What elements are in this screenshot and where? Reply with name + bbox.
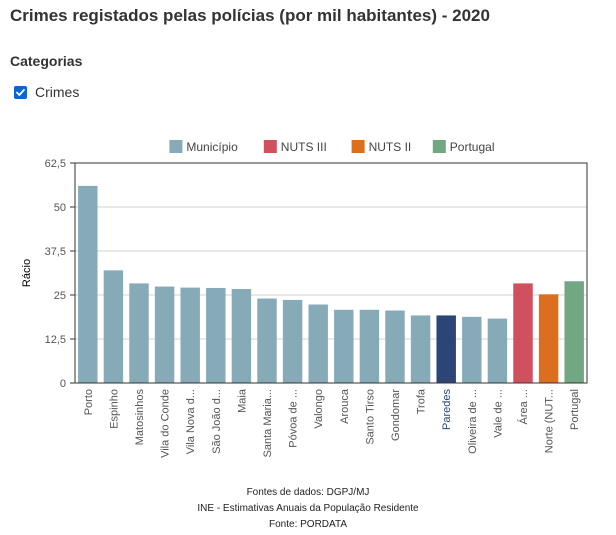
bar-9[interactable] <box>282 299 303 383</box>
bar-10[interactable] <box>308 304 328 383</box>
x-tick-label: Arouca <box>339 388 351 424</box>
legend-label[interactable]: Município <box>186 140 238 154</box>
y-tick-label: 0 <box>60 378 66 390</box>
legend-label[interactable]: NUTS II <box>369 140 412 154</box>
chart-title: Crimes registados pelas polícias (por mi… <box>10 6 490 25</box>
x-tick-label: Trofa <box>416 388 428 414</box>
x-axis-labels: Porto Espinho Matosinhos Vila do Conde Vila … <box>83 388 581 458</box>
footer-sources: Fontes de dados: DGPJ/MJ <box>246 487 370 498</box>
y-tick-label: 25 <box>54 290 66 302</box>
y-tick-label: 12,5 <box>45 334 66 346</box>
x-tick-label: Norte (NUT... <box>544 389 556 453</box>
chart-gridlines <box>75 206 587 340</box>
checkmark-icon <box>16 88 25 96</box>
bar-16[interactable] <box>462 316 482 383</box>
y-axis-title: Rácio <box>21 259 33 287</box>
x-tick-label: Paredes <box>441 389 453 430</box>
legend-swatch[interactable] <box>263 140 277 153</box>
x-tick-label: Oliveira de ... <box>467 389 479 454</box>
y-tick-label: 50 <box>54 202 66 214</box>
y-tick-label: 37,5 <box>45 246 66 258</box>
crimes-checkbox[interactable] <box>14 85 27 99</box>
y-axis-labels: 0 12,5 25 37,5 50 62,5 <box>45 158 75 390</box>
footer-pordata: Fonte: PORDATA <box>269 519 347 530</box>
x-tick-label: Área ... <box>517 389 530 424</box>
category-crimes-option[interactable]: Crimes <box>14 84 79 100</box>
bar-17[interactable] <box>487 318 508 383</box>
bar-15[interactable] <box>436 315 456 383</box>
categories-heading: Categorias <box>10 53 83 69</box>
x-tick-label: Maia <box>236 388 248 413</box>
x-tick-label: Valongo <box>313 389 325 429</box>
bar-14[interactable] <box>410 315 431 383</box>
legend-swatch[interactable] <box>351 140 365 153</box>
chart-legend: Município NUTS III NUTS II Portugal <box>169 140 495 154</box>
chart-bars <box>78 185 584 383</box>
bar-11[interactable] <box>334 309 354 383</box>
y-tick-label: 62,5 <box>45 158 66 170</box>
legend-swatch[interactable] <box>169 140 183 153</box>
bar-1[interactable] <box>78 185 98 383</box>
bar-3[interactable] <box>129 283 149 383</box>
legend-label[interactable]: Portugal <box>450 140 495 154</box>
legend-swatch[interactable] <box>432 140 446 153</box>
bar-chart: Município NUTS III NUTS II Portugal Porto Es… <box>21 140 588 458</box>
bar-5[interactable] <box>180 287 200 383</box>
bar-18[interactable] <box>513 283 533 383</box>
x-tick-label: Matosinhos <box>134 389 146 446</box>
footer-ine: INE - Estimativas Anuais da População Re… <box>197 503 419 514</box>
bar-12[interactable] <box>359 309 380 383</box>
plot-area-frame <box>74 162 588 384</box>
x-tick-label: Porto <box>83 389 95 415</box>
x-tick-label: Santo Tirso <box>364 389 376 445</box>
x-tick-label: Espinho <box>108 389 120 429</box>
bar-6[interactable] <box>206 287 226 383</box>
bar-2[interactable] <box>103 270 124 383</box>
bar-4[interactable] <box>154 286 175 383</box>
x-tick-label: Gondomar <box>390 389 402 441</box>
x-tick-label: Vila do Conde <box>160 389 172 458</box>
x-tick-label: Portugal <box>569 389 581 430</box>
bar-7[interactable] <box>231 289 252 383</box>
x-tick-label: Póvoa de ... <box>288 389 300 448</box>
legend-label[interactable]: NUTS III <box>281 140 327 154</box>
x-tick-label: São João d... <box>211 389 223 454</box>
bar-19[interactable] <box>538 294 559 383</box>
x-tick-label: Santa Maria... <box>262 389 274 457</box>
bar-8[interactable] <box>257 298 277 383</box>
x-tick-label: Vila Nova d... <box>185 389 197 454</box>
x-tick-label: Vale de ... <box>492 389 504 438</box>
crimes-checkbox-label: Crimes <box>35 84 80 100</box>
bar-20[interactable] <box>564 281 584 383</box>
bar-13[interactable] <box>385 310 405 383</box>
